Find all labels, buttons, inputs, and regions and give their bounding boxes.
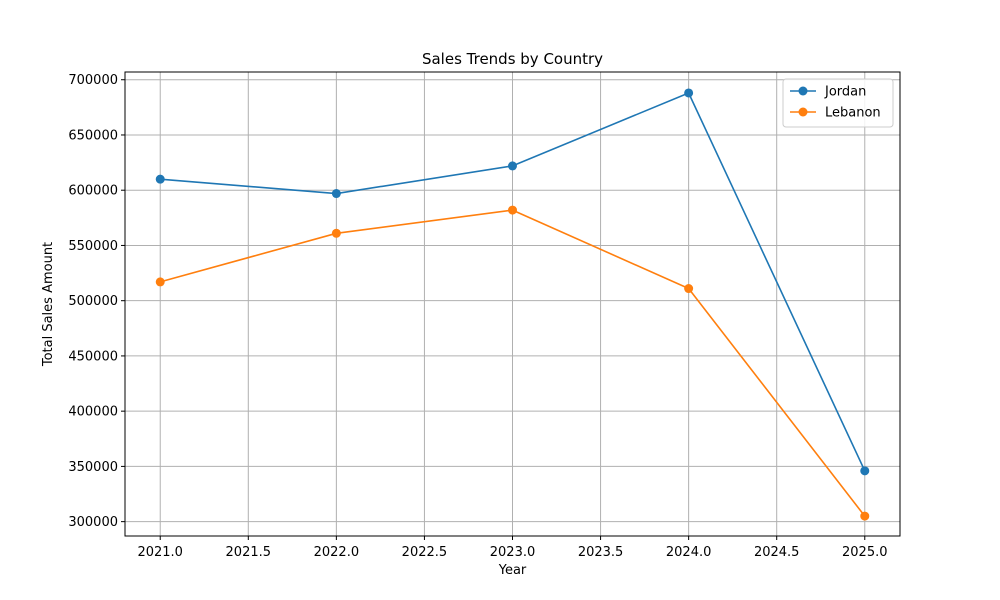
legend-item-jordan: Jordan [790,85,866,100]
legend-swatch-marker [798,107,808,117]
y-tick-label: 350000 [68,460,118,475]
y-tick-label: 400000 [68,405,118,420]
data-point-jordan [508,161,517,171]
data-point-lebanon [860,511,870,521]
x-tick-label: 2023.0 [490,545,536,560]
x-tick-label: 2025.0 [842,545,888,560]
x-tick-label: 2024.5 [754,545,800,560]
y-tick-label: 600000 [68,184,118,199]
x-tick-label: 2022.5 [402,545,448,560]
x-tick-label: 2021.0 [137,545,183,560]
series-layer [155,88,870,521]
data-point-jordan [155,174,165,184]
legend-label: Lebanon [825,106,881,121]
x-tick-label: 2024.0 [666,545,712,560]
y-tick-label: 550000 [68,239,118,254]
y-tick-label: 500000 [68,294,118,309]
data-point-jordan [860,466,870,476]
x-axis-label: Year [498,563,527,578]
data-point-lebanon [684,284,694,294]
legend-swatch-marker [798,86,808,96]
y-tick-label: 700000 [68,73,118,88]
data-point-jordan [331,189,341,199]
grid [125,72,900,536]
data-point-lebanon [508,205,517,215]
legend-label: Jordan [824,85,866,100]
series-lebanon [155,205,870,521]
x-tick-label: 2022.0 [314,545,360,560]
y-axis-label: Total Sales Amount [41,242,56,367]
axis-ticks: 2021.0 2021.5 2022.0 2022.5 2023.0 2023.5 2024… [68,73,887,560]
chart-title: Sales Trends by Country [422,50,603,68]
data-point-jordan [684,88,694,98]
x-tick-label: 2021.5 [226,545,272,560]
legend: Jordan Lebanon [782,78,894,128]
data-point-lebanon [155,277,165,287]
y-tick-label: 300000 [68,515,118,530]
y-tick-label: 450000 [68,349,118,364]
legend-item-lebanon: Lebanon [790,106,881,121]
x-tick-label: 2023.5 [578,545,624,560]
y-tick-label: 650000 [68,128,118,143]
data-point-lebanon [331,228,341,238]
series-jordan [155,88,870,476]
